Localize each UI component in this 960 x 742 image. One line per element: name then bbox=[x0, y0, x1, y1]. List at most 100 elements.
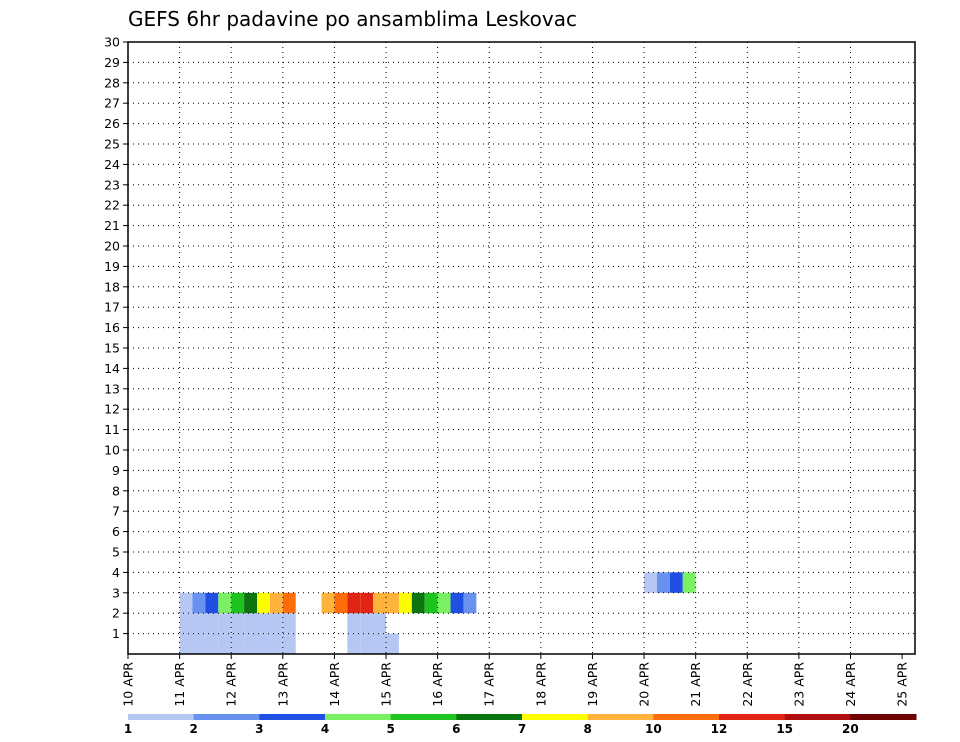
precip-cell bbox=[321, 592, 335, 614]
precip-cell bbox=[231, 633, 245, 654]
y-tick-label: 25 bbox=[104, 137, 120, 152]
y-tick-label: 28 bbox=[104, 75, 120, 90]
y-tick-label: 3 bbox=[112, 585, 120, 600]
precip-cell bbox=[669, 572, 683, 593]
precip-cell bbox=[257, 592, 270, 614]
x-tick-label: 15 APR bbox=[379, 662, 394, 707]
precip-cell bbox=[244, 613, 258, 634]
colorbar-label: 4 bbox=[321, 722, 329, 736]
precip-cell bbox=[231, 613, 245, 634]
precip-cell bbox=[282, 633, 296, 654]
y-tick-label: 27 bbox=[104, 96, 120, 111]
precip-cell bbox=[373, 633, 387, 654]
colorbar-swatch bbox=[587, 714, 654, 720]
precip-cell bbox=[218, 633, 232, 654]
x-tick-label: 12 APR bbox=[224, 662, 239, 707]
precip-cell bbox=[360, 592, 374, 614]
precip-cell bbox=[373, 592, 387, 614]
x-tick-label: 22 APR bbox=[740, 662, 755, 707]
precip-cell bbox=[360, 633, 374, 654]
precip-cell bbox=[231, 592, 245, 614]
precip-cell bbox=[192, 613, 206, 634]
precip-cell bbox=[386, 633, 399, 654]
y-tick-label: 7 bbox=[112, 504, 120, 519]
y-tick-label: 14 bbox=[104, 361, 120, 376]
y-tick-label: 4 bbox=[112, 565, 120, 580]
precip-cell bbox=[205, 592, 219, 614]
colorbar-swatch bbox=[193, 714, 260, 720]
precip-cell bbox=[192, 633, 206, 654]
precip-cell bbox=[205, 633, 219, 654]
precip-cell bbox=[437, 592, 451, 614]
colorbar-label: 15 bbox=[776, 722, 793, 736]
colorbar-label: 8 bbox=[583, 722, 591, 736]
precip-cell bbox=[269, 613, 283, 634]
x-tick-label: 18 APR bbox=[533, 662, 548, 707]
colorbar-swatch bbox=[259, 714, 326, 720]
precip-cell bbox=[244, 592, 258, 614]
precip-cell bbox=[347, 633, 361, 654]
precip-cell bbox=[257, 613, 270, 634]
colorbar-label: 7 bbox=[518, 722, 526, 736]
precip-cell bbox=[334, 592, 348, 614]
colorbar-swatch bbox=[850, 714, 917, 720]
precip-cell bbox=[218, 613, 232, 634]
precip-cell bbox=[244, 633, 258, 654]
x-tick-label: 23 APR bbox=[791, 662, 806, 707]
colorbar-label: 20 bbox=[842, 722, 859, 736]
y-tick-label: 19 bbox=[104, 259, 120, 274]
colorbar-swatch bbox=[390, 714, 457, 720]
y-tick-label: 22 bbox=[104, 198, 120, 213]
colorbar-label: 3 bbox=[255, 722, 263, 736]
x-tick-label: 17 APR bbox=[482, 662, 497, 707]
precip-cell bbox=[347, 592, 361, 614]
plot-frame bbox=[127, 41, 916, 655]
y-tick-label: 5 bbox=[112, 545, 120, 560]
precip-cell bbox=[644, 572, 657, 593]
precip-cell bbox=[282, 592, 296, 614]
colorbar-swatch bbox=[653, 714, 720, 720]
x-tick-label: 25 APR bbox=[895, 662, 910, 707]
y-tick-label: 18 bbox=[104, 279, 120, 294]
colorbar-label: 1 bbox=[124, 722, 132, 736]
y-tick-label: 16 bbox=[104, 320, 120, 335]
colorbar-legend: 1 2 3 4 5 6 7 8 10 12 15 20 bbox=[124, 714, 917, 736]
y-tick-label: 15 bbox=[104, 341, 120, 356]
precip-cell bbox=[450, 592, 464, 614]
y-tick-label: 2 bbox=[112, 606, 120, 621]
colorbar-swatch bbox=[719, 714, 786, 720]
colorbar-label: 10 bbox=[645, 722, 662, 736]
colorbar-label: 2 bbox=[189, 722, 197, 736]
precip-cell bbox=[257, 633, 270, 654]
precip-cell bbox=[682, 572, 696, 593]
y-tick-label: 1 bbox=[112, 626, 120, 641]
x-tick-label: 11 APR bbox=[172, 662, 187, 707]
y-tick-label: 9 bbox=[112, 463, 120, 478]
precip-cell bbox=[411, 592, 425, 614]
precip-cell bbox=[269, 633, 283, 654]
colorbar-label: 6 bbox=[452, 722, 460, 736]
chart-title: GEFS 6hr padavine po ansamblima Leskovac bbox=[128, 7, 577, 31]
colorbar-swatch bbox=[784, 714, 851, 720]
precip-cell bbox=[360, 613, 374, 634]
precip-cell bbox=[179, 633, 193, 654]
y-tick-label: 21 bbox=[104, 218, 120, 233]
x-tick-label: 16 APR bbox=[430, 662, 445, 707]
precip-cell bbox=[347, 613, 361, 634]
y-tick-label: 30 bbox=[104, 35, 120, 50]
y-tick-label: 24 bbox=[104, 157, 120, 172]
y-tick-label: 13 bbox=[104, 381, 120, 396]
y-tick-label: 11 bbox=[104, 422, 120, 437]
y-tick-label: 12 bbox=[104, 402, 120, 417]
y-tick-label: 6 bbox=[112, 524, 120, 539]
precip-cell bbox=[398, 592, 412, 614]
x-tick-label: 19 APR bbox=[585, 662, 600, 707]
precip-cell bbox=[269, 592, 283, 614]
x-tick-label: 24 APR bbox=[843, 662, 858, 707]
precip-cells bbox=[179, 572, 696, 654]
y-tick-label: 23 bbox=[104, 177, 120, 192]
grid-lines bbox=[128, 41, 915, 654]
colorbar-label: 12 bbox=[711, 722, 728, 736]
precip-cell bbox=[179, 592, 193, 614]
